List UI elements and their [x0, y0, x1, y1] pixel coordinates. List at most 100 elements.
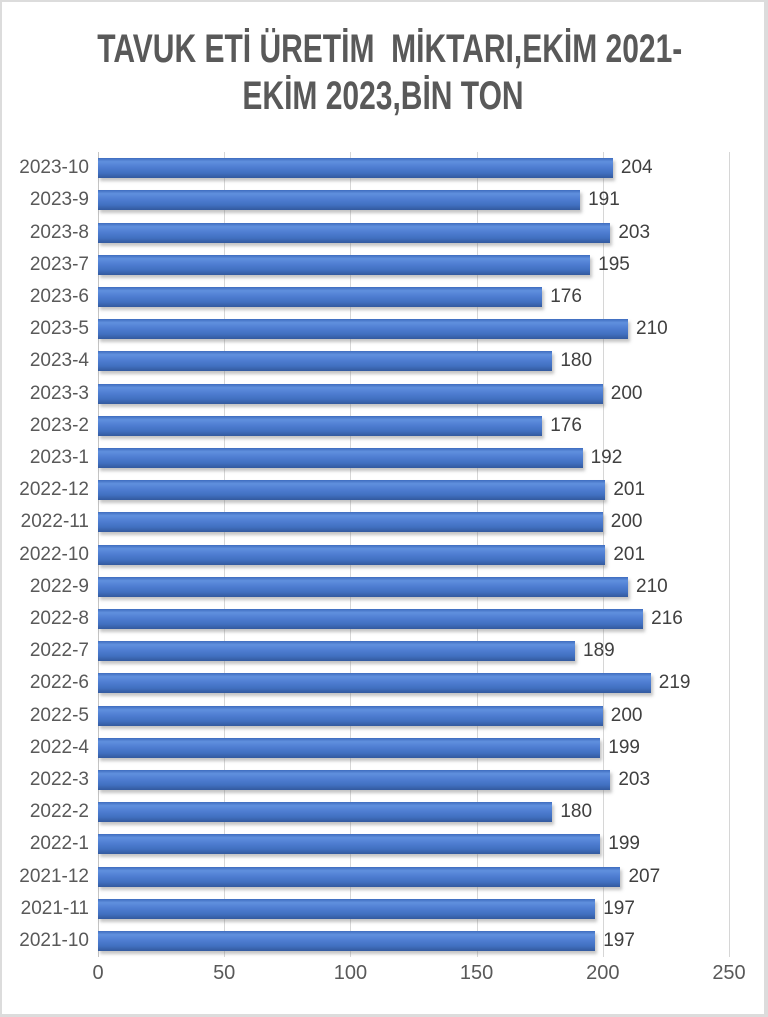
category-label: 2021-11	[20, 897, 89, 919]
chart-row: 2022-1 199	[2, 828, 729, 860]
data-bar	[98, 641, 576, 662]
category-label: 2022-8	[29, 607, 89, 629]
chart-row: 2023-8 203	[2, 216, 729, 248]
chart-row: 2023-5 210	[2, 313, 729, 345]
chart-row: 2022-3 203	[2, 764, 729, 796]
data-bar	[98, 802, 553, 823]
bar-track: 204	[98, 157, 729, 179]
chart-row: 2022-7 189	[2, 635, 729, 667]
category-label: 2022-4	[29, 736, 89, 758]
bar-track: 197	[98, 897, 729, 919]
value-label: 199	[608, 833, 640, 855]
data-bar	[98, 834, 601, 855]
data-bar	[98, 286, 543, 307]
bar-track: 180	[98, 801, 729, 823]
bar-track: 200	[98, 383, 729, 404]
value-label: 210	[636, 575, 668, 597]
chart-row: 2023-7 195	[2, 249, 729, 281]
chart-row: 2022-2 180	[2, 796, 729, 828]
category-label: 2022-1	[29, 833, 89, 855]
category-label: 2022-5	[29, 704, 89, 726]
data-bar	[98, 866, 621, 887]
chart-row: 2023-4 180	[2, 345, 729, 377]
value-label: 199	[608, 736, 640, 758]
category-label: 2022-2	[29, 801, 89, 823]
bar-track: 192	[98, 446, 729, 468]
data-bar	[98, 319, 629, 340]
data-bar	[98, 222, 611, 243]
bar-track: 210	[98, 318, 729, 340]
value-label: 201	[613, 543, 646, 565]
value-label: 176	[550, 285, 582, 307]
bar-track: 197	[98, 929, 729, 951]
data-bar	[98, 512, 603, 533]
chart-row: 2023-3 200	[2, 377, 729, 409]
bar-track: 201	[98, 479, 729, 501]
category-label: 2023-8	[29, 221, 89, 243]
category-label: 2023-2	[29, 414, 89, 436]
bar-track: 203	[98, 769, 729, 790]
value-label: 219	[658, 672, 691, 694]
data-bar	[98, 415, 543, 436]
category-label: 2023-1	[29, 446, 89, 468]
bar-track: 201	[98, 543, 729, 565]
value-label: 216	[651, 607, 683, 629]
data-bar	[98, 737, 601, 758]
chart-title-line-1: TAVUK ETİ ÜRETİM MİKTARI,EKİM 2021-	[97, 27, 683, 71]
gridline	[729, 152, 730, 957]
chart-row: 2022-5 200	[2, 699, 729, 731]
chart-row: 2023-10 204	[2, 152, 729, 184]
value-label: 204	[620, 157, 653, 179]
category-label: 2023-5	[29, 318, 89, 340]
category-label: 2021-12	[19, 865, 89, 887]
data-bar	[98, 158, 613, 179]
bar-track: 195	[98, 254, 729, 275]
x-tick-label: 150	[459, 962, 494, 984]
chart-row: 2022-10 201	[2, 538, 729, 570]
chart-row: 2023-9 191	[2, 184, 729, 216]
x-tick-label: 100	[333, 962, 368, 984]
value-label: 192	[590, 446, 623, 468]
data-bar	[98, 930, 596, 951]
value-label: 180	[560, 801, 593, 823]
chart-row: 2021-11 197	[2, 893, 729, 925]
category-label: 2022-9	[29, 575, 89, 597]
x-tick-label: 50	[213, 962, 236, 984]
category-label: 2023-6	[29, 285, 89, 307]
category-label: 2022-12	[19, 479, 89, 501]
x-axis: 0 50 100 150 200 250	[92, 962, 745, 992]
chart-title-line-2: EKİM 2023,BİN TON	[242, 74, 524, 118]
chart-row: 2022-6 219	[2, 667, 729, 699]
bar-track: 180	[98, 350, 729, 372]
category-label: 2023-4	[29, 350, 89, 372]
value-label: 210	[636, 318, 668, 340]
data-bar	[98, 351, 553, 372]
category-label: 2023-9	[29, 189, 89, 211]
category-label: 2021-10	[19, 929, 89, 951]
value-label: 197	[603, 897, 635, 919]
chart-row: 2022-4 199	[2, 732, 729, 764]
category-label: 2022-7	[29, 640, 89, 662]
category-label: 2023-3	[29, 382, 89, 404]
bar-track: 200	[98, 705, 729, 726]
bar-track: 210	[98, 575, 729, 597]
x-tick-label: 0	[92, 962, 104, 984]
chart-row: 2022-9 210	[2, 571, 729, 603]
category-label: 2023-7	[29, 253, 89, 275]
category-label: 2022-3	[29, 768, 89, 790]
x-tick-label: 200	[586, 962, 620, 984]
data-bar	[98, 673, 651, 694]
bar-track: 189	[98, 640, 729, 662]
data-bar	[98, 480, 606, 501]
chart-row: 2021-12 207	[2, 860, 729, 892]
value-label: 189	[583, 640, 615, 662]
value-label: 197	[603, 929, 635, 951]
chart-row: 2021-10 197	[2, 925, 729, 957]
value-label: 191	[588, 189, 620, 211]
value-label: 203	[618, 221, 651, 243]
chart-row: 2022-11 200	[2, 506, 729, 538]
data-bar	[98, 190, 581, 211]
value-label: 207	[628, 865, 661, 887]
value-label: 180	[560, 350, 593, 372]
chart-row: 2022-12 201	[2, 474, 729, 506]
